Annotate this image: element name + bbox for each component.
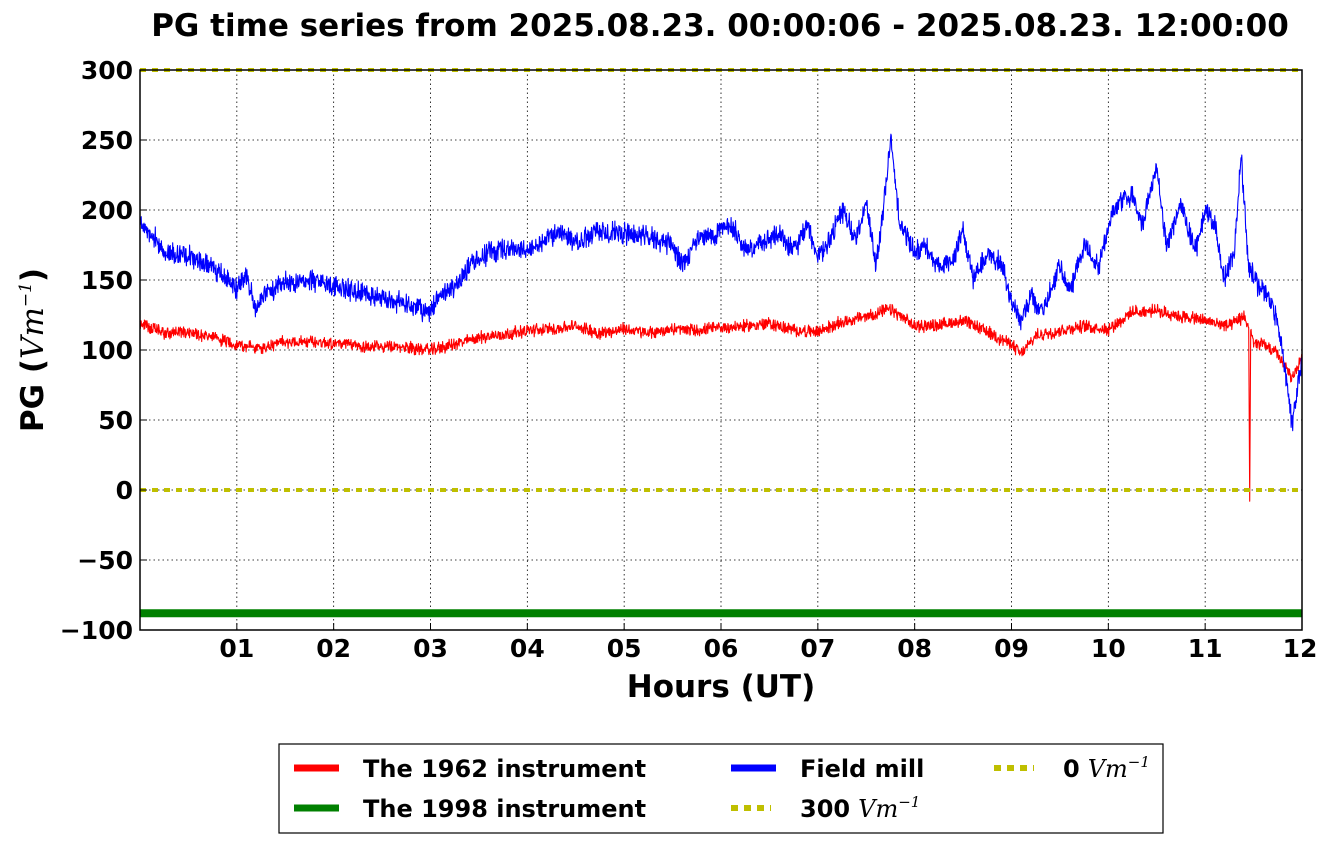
x-tick-label: 12 xyxy=(1283,634,1318,663)
legend-label: The 1962 instrument xyxy=(363,755,646,783)
x-tick-label: 10 xyxy=(1091,634,1126,663)
y-axis-label-exponent: −1 xyxy=(16,282,36,307)
legend-box xyxy=(278,743,1164,834)
y-tick-label: 200 xyxy=(81,196,133,225)
x-tick-label: 09 xyxy=(994,634,1029,663)
legend-label: Field mill xyxy=(800,755,924,783)
y-tick-label: 300 xyxy=(81,56,133,85)
legend-label: 300 Vm−1 xyxy=(800,793,920,823)
y-tick-label: 50 xyxy=(98,406,133,435)
series-field-mill-line xyxy=(139,133,1303,432)
svg-text:PG (Vm−1): PG (Vm−1) xyxy=(15,268,51,432)
grid-lines xyxy=(140,69,1303,631)
x-tick-label: 05 xyxy=(607,634,642,663)
x-tick-label: 11 xyxy=(1188,634,1223,663)
y-axis-ticks: 300 250 200 150 100 50 0 −50 −100 xyxy=(60,56,147,645)
x-axis-ticks: 01 02 03 04 05 06 07 08 09 10 11 12 xyxy=(219,623,1317,663)
legend-label: 0 Vm−1 xyxy=(1063,753,1150,783)
x-tick-label: 08 xyxy=(897,634,932,663)
x-axis-label: Hours (UT) xyxy=(627,669,816,705)
y-axis-label-close: ) xyxy=(15,268,51,282)
y-axis-label-unit: Vm xyxy=(15,307,51,359)
x-tick-label: 02 xyxy=(316,634,351,663)
x-tick-label: 03 xyxy=(413,634,448,663)
legend-label: The 1998 instrument xyxy=(363,795,646,823)
x-tick-label: 01 xyxy=(219,634,254,663)
y-tick-label: 100 xyxy=(81,336,133,365)
y-tick-label: 0 xyxy=(116,476,133,505)
y-axis-label-text: PG ( xyxy=(15,359,51,432)
y-tick-label: 150 xyxy=(81,266,133,295)
x-tick-label: 07 xyxy=(800,634,835,663)
y-tick-label: −50 xyxy=(77,546,133,575)
chart-title: PG time series from 2025.08.23. 00:00:06… xyxy=(151,8,1289,44)
x-tick-label: 06 xyxy=(704,634,739,663)
legend: The 1962 instrument The 1998 instrument Fi… xyxy=(278,743,1164,834)
y-tick-label: −100 xyxy=(60,616,133,645)
y-axis-label: PG (Vm−1) xyxy=(15,268,51,432)
y-tick-label: 250 xyxy=(81,126,133,155)
series-the-1962-instrument-line xyxy=(139,303,1303,502)
x-tick-label: 04 xyxy=(510,634,545,663)
